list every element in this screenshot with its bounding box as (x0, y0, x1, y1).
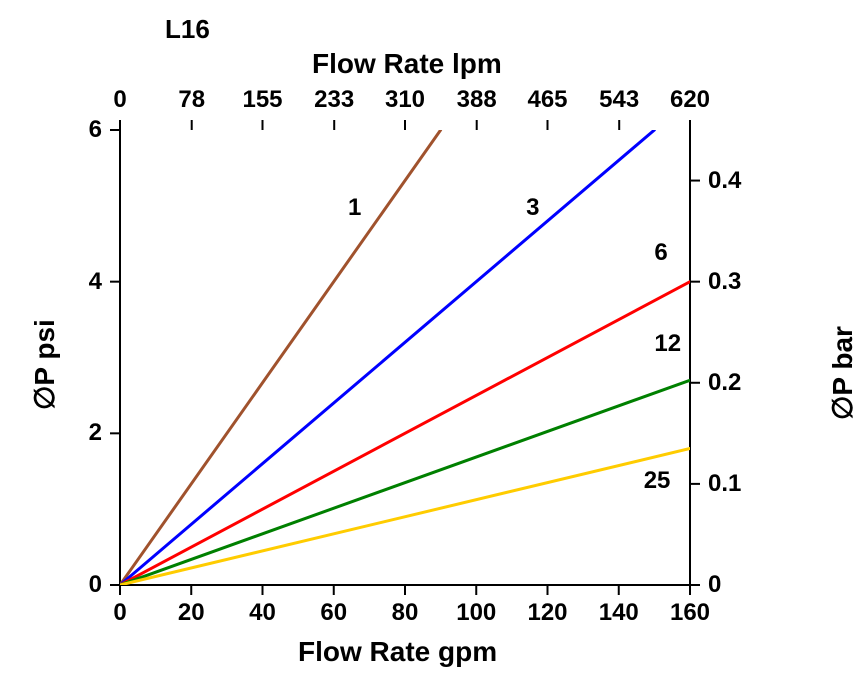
x-bottom-axis-title: Flow Rate gpm (298, 636, 497, 668)
plot-area (120, 130, 690, 585)
x-top-tick-label: 620 (670, 86, 710, 114)
x-bottom-tick-label: 0 (113, 599, 126, 627)
x-top-tick-label: 310 (385, 86, 425, 114)
y-right-tick-label: 0.4 (708, 167, 741, 195)
x-bottom-tick-label: 20 (178, 599, 205, 627)
y-right-tick-label: 0 (708, 571, 721, 599)
x-top-tick-label: 465 (527, 86, 567, 114)
x-top-tick-label: 543 (599, 86, 639, 114)
x-top-tick-label: 78 (178, 86, 205, 114)
y-right-tick-label: 0.2 (708, 369, 741, 397)
x-top-tick-label: 388 (457, 86, 497, 114)
x-bottom-tick-label: 160 (670, 599, 710, 627)
x-top-axis-title: Flow Rate lpm (312, 48, 502, 80)
series-label: 25 (644, 467, 671, 495)
x-bottom-tick-label: 40 (249, 599, 276, 627)
y-left-tick-label: 4 (89, 268, 102, 296)
series-label: 3 (526, 194, 539, 222)
x-bottom-tick-label: 80 (392, 599, 419, 627)
x-bottom-tick-label: 120 (527, 599, 567, 627)
series-label: 12 (654, 330, 681, 358)
x-top-tick-label: 233 (314, 86, 354, 114)
y-left-tick-label: 6 (89, 116, 102, 144)
chart-container: { "chart": { "type": "line", "title": "L… (0, 0, 868, 700)
y-right-tick-label: 0.3 (708, 268, 741, 296)
y-right-axis-title: ∅P bar (826, 326, 859, 420)
series-label: 1 (348, 194, 361, 222)
y-left-axis-title: ∅P psi (28, 319, 61, 410)
y-left-tick-label: 0 (89, 571, 102, 599)
y-left-tick-label: 2 (89, 419, 102, 447)
x-bottom-tick-label: 100 (456, 599, 496, 627)
x-bottom-tick-label: 140 (599, 599, 639, 627)
x-bottom-tick-label: 60 (320, 599, 347, 627)
chart-title: L16 (165, 14, 210, 45)
x-top-tick-label: 155 (242, 86, 282, 114)
y-right-tick-label: 0.1 (708, 470, 741, 498)
x-top-tick-label: 0 (113, 86, 126, 114)
series-label: 6 (654, 239, 667, 267)
